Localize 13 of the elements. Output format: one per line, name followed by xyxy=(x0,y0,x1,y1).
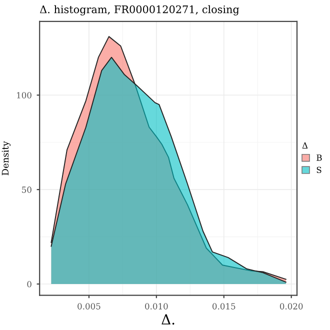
x-axis-title: Δ. xyxy=(162,314,174,325)
x-tick-label: 0.020 xyxy=(280,303,303,310)
legend-label: S xyxy=(316,166,322,174)
y-axis-title: Density xyxy=(2,141,10,176)
legend-title: Δ xyxy=(302,142,308,148)
legend-label: B xyxy=(316,154,322,161)
x-tick-label: 0.010 xyxy=(145,303,168,310)
chart-title: Δ. histogram, FR0000120271, closing xyxy=(40,5,240,16)
x-tick-label: 0.015 xyxy=(212,303,236,310)
y-tick-label: 0 xyxy=(27,280,32,288)
x-tick-label: 0.005 xyxy=(78,303,100,310)
y-tick-label: 50 xyxy=(22,186,32,193)
y-tick-label: 100 xyxy=(17,92,32,98)
